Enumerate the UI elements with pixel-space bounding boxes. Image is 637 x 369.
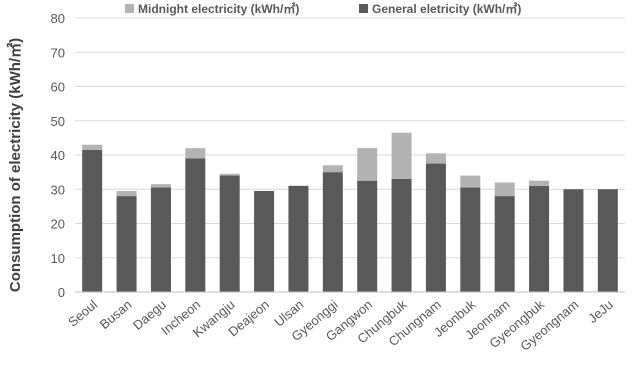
bar-midnight-gangwon (357, 148, 378, 181)
bar-midnight-incheon (185, 148, 206, 159)
bar-general-gyeonggi (322, 172, 343, 292)
y-tick-label: 30 (51, 182, 65, 197)
bar-midnight-gyeonggi (322, 165, 343, 173)
y-tick-label: 20 (51, 217, 65, 232)
bar-general-chungnam (425, 163, 446, 292)
bar-general-gyeongnam (563, 189, 584, 292)
bar-general-incheon (185, 158, 206, 292)
y-axis-label: Consumption of electricity (kWh/㎡) (6, 38, 24, 292)
bar-general-gyeongbuk (529, 185, 550, 292)
bar-midnight-jeonbuk (460, 175, 481, 188)
y-tick-label: 50 (51, 114, 65, 129)
legend-swatch (359, 4, 368, 13)
bar-general-jeonbuk (460, 187, 481, 292)
bar-midnight-kwangju (219, 173, 240, 176)
legend-label: General eletricity (kWh/㎡) (372, 1, 521, 16)
bar-general-kwangju (219, 175, 240, 292)
bar-midnight-chungnam (425, 153, 446, 164)
bar-general-jeonnam (494, 196, 515, 292)
bar-midnight-chungbuk (391, 132, 412, 179)
y-tick-label: 70 (51, 45, 65, 60)
bar-general-chungbuk (391, 178, 412, 292)
bar-general-jeju (597, 189, 618, 292)
y-tick-label: 0 (58, 285, 65, 300)
bar-midnight-seoul (82, 144, 103, 150)
x-tick-label: Seoul (65, 297, 100, 330)
bars (82, 132, 618, 292)
bar-midnight-jeonnam (494, 182, 515, 197)
bar-general-deajeon (254, 190, 275, 292)
y-tick-label: 40 (51, 148, 65, 163)
bar-midnight-gyeongbuk (529, 180, 550, 186)
bar-general-gangwon (357, 180, 378, 292)
legend-swatch (125, 4, 134, 13)
bar-general-seoul (82, 149, 103, 292)
y-tick-label: 80 (51, 11, 65, 26)
legend: Midnight electricity (kWh/㎡) General elet… (125, 1, 521, 16)
legend-label: Midnight electricity (kWh/㎡) (138, 1, 299, 16)
x-tick-label: Busan (97, 297, 135, 332)
x-tick-label: JeJu (585, 297, 616, 326)
bar-general-busan (116, 196, 137, 292)
bar-midnight-busan (116, 190, 137, 197)
bar-general-ulsan (288, 185, 309, 292)
y-tick-label: 10 (51, 251, 65, 266)
y-tick-label: 60 (51, 80, 65, 95)
bar-general-daegu (150, 187, 171, 292)
bar-midnight-daegu (150, 184, 171, 188)
y-axis-ticks: 0 10 20 30 40 50 60 70 80 (51, 11, 65, 300)
